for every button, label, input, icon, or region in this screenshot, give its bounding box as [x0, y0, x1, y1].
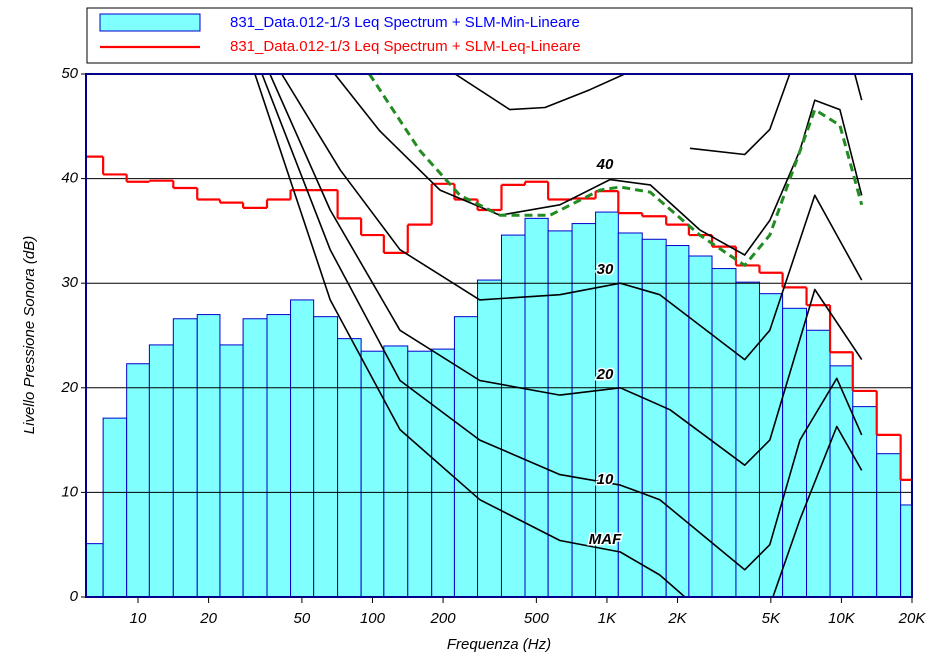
bar [196, 314, 221, 597]
bar [172, 318, 198, 597]
plot-area [86, 74, 912, 597]
legend-label: 831_Data.012-1/3 Leq Spectrum + SLM-Min-… [230, 14, 580, 31]
curve-label: 30 [597, 261, 614, 278]
bar [242, 318, 268, 597]
legend-box [86, 7, 913, 64]
bar [337, 338, 362, 597]
x-tick-label: 200 [430, 610, 457, 627]
bar [735, 281, 760, 597]
contour-curve [261, 74, 863, 571]
y-tick-label: 10 [61, 483, 78, 500]
x-tick-label: 20K [898, 610, 927, 627]
y-tick-label: 50 [61, 65, 78, 82]
x-tick-label: 500 [524, 610, 550, 627]
y-tick-label: 20 [60, 379, 78, 396]
contour-curve [454, 74, 863, 156]
bar [102, 417, 128, 597]
bar [829, 365, 854, 597]
x-axis-title: Frequenza (Hz) [447, 636, 551, 653]
bar [313, 316, 339, 597]
bar [477, 279, 502, 597]
curve-label: 10 [597, 471, 614, 488]
bar [782, 307, 808, 597]
bar [876, 453, 902, 597]
y-tick-label: 0 [70, 588, 79, 605]
bar [852, 406, 878, 597]
legend-swatch [99, 13, 201, 32]
bar [524, 217, 549, 597]
y-tick-label: 30 [61, 274, 78, 291]
bar [431, 348, 455, 597]
x-tick-label: 2K [667, 610, 687, 627]
bar [266, 314, 292, 597]
x-tick-label: 10 [130, 610, 147, 627]
contour-curve [254, 74, 863, 597]
contour-curve [281, 74, 863, 361]
dashed-curve [368, 74, 864, 267]
overlay: 0 10 20 30 40 50 MAF 10 20 30 40 10 20 50 100 200 500 1K 2… [60, 65, 926, 627]
x-tick-label: 5K [762, 610, 781, 627]
curve-label: 40 [596, 156, 614, 173]
bar [219, 344, 244, 597]
x-tick-label: 20 [199, 610, 217, 627]
y-axis-title: Livello Pressione Sonora (dB) [21, 236, 38, 434]
bar [290, 299, 315, 597]
x-tick-label: 1K [598, 610, 617, 627]
x-tick-label: 50 [294, 610, 311, 627]
bar [617, 232, 643, 597]
legend-label: 831_Data.012-1/3 Leq Spectrum + SLM-Leq-… [230, 38, 581, 55]
y-tick-label: 40 [61, 170, 78, 187]
contour-curve [334, 74, 863, 256]
contour-curve [269, 74, 863, 466]
bar [126, 363, 150, 597]
curve-label: MAF [589, 531, 622, 548]
plot-frame [85, 73, 913, 598]
bar [148, 344, 174, 597]
curve-label: 20 [596, 366, 614, 383]
bar [500, 234, 526, 597]
bar [453, 316, 479, 597]
x-tick-label: 100 [360, 610, 386, 627]
bar [711, 268, 737, 597]
bar [806, 329, 831, 597]
x-tick-label: 10K [828, 610, 856, 627]
